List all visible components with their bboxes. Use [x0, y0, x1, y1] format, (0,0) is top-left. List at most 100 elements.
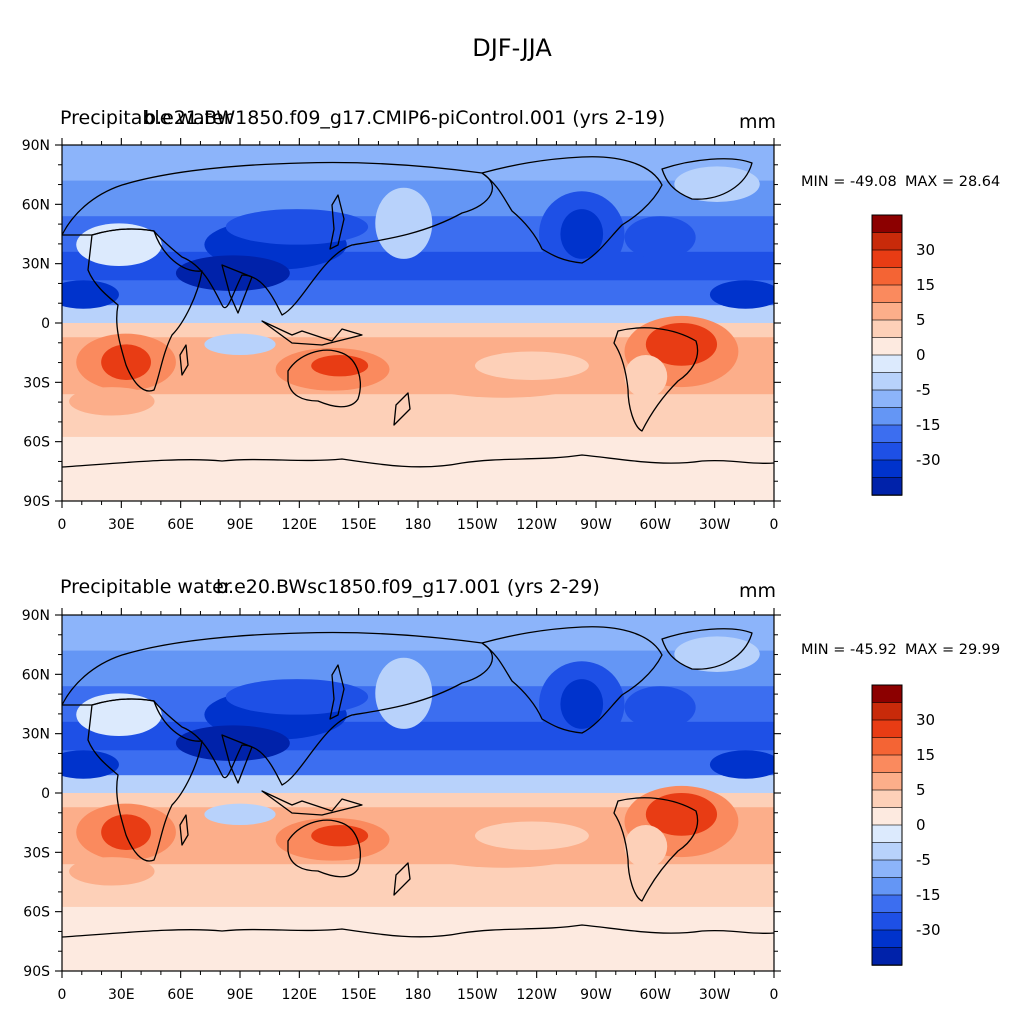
panel-2-units: mm [739, 580, 776, 602]
colorbar-swatch [871, 824, 903, 844]
x-tick-label: 120E [282, 517, 318, 533]
field-patch-6 [560, 209, 604, 259]
coast-madagascar [179, 814, 189, 846]
colorbar-label: -5 [916, 381, 931, 399]
y-tick-label: 90S [23, 494, 50, 510]
colorbar-swatch [871, 947, 903, 966]
panel-2-title-case: b.e20.BWsc1850.f09_g17.001 (yrs 2-29) [216, 576, 600, 598]
panel-1-field [62, 145, 774, 501]
colorbar-label: 15 [916, 276, 935, 294]
colorbar-label: -15 [916, 886, 941, 904]
colorbar-label: 5 [916, 781, 926, 799]
colorbar-swatch [871, 789, 903, 809]
field-patch-19 [474, 821, 589, 850]
coast-japan [329, 664, 345, 720]
colorbar-swatch [871, 302, 903, 321]
x-tick-label: 90W [580, 517, 612, 533]
coast-southamerica [613, 327, 699, 432]
field-band-5 [62, 775, 774, 794]
colorbar-swatch [871, 859, 903, 879]
colorbar-label: -15 [916, 416, 941, 434]
field-patch-17 [645, 323, 718, 366]
field-patch-4 [709, 280, 774, 309]
colorbar-swatch [871, 354, 903, 374]
panel-1-min-label: MIN = -49.08 [801, 174, 897, 190]
field-patch-2 [225, 209, 369, 245]
y-tick-label: 90N [22, 138, 50, 154]
panel-2-map [62, 615, 774, 971]
y-tick-label: 60N [22, 667, 50, 683]
field-patch-6 [560, 679, 604, 729]
field-patch-9 [375, 187, 433, 259]
coast-maritime [261, 320, 363, 346]
panel-1-max-label: MAX = 28.64 [905, 174, 1000, 190]
y-tick-label: 0 [41, 316, 50, 332]
x-tick-label: 60W [639, 987, 671, 1003]
colorbar-swatch [871, 407, 903, 426]
colorbar-frame [871, 214, 903, 496]
field-band-0 [62, 615, 774, 652]
colorbar-swatch [871, 877, 903, 896]
x-tick-label: 60W [639, 517, 671, 533]
coast-madagascar [179, 344, 189, 376]
panel-1-axes: 0 30E 60E 90E 120E 150E 180 150W 120W 90W 60W 30W 09… [22, 138, 781, 533]
field-patch-10 [624, 216, 696, 259]
field-patch-13 [101, 344, 151, 380]
colorbar-label: 15 [916, 746, 935, 764]
colorbar-swatch [871, 424, 903, 444]
x-tick-label: 0 [58, 987, 67, 1003]
x-tick-label: 180 [405, 517, 432, 533]
field-band-5 [62, 305, 774, 324]
coast-newzealand [393, 392, 411, 426]
colorbar-swatch [871, 807, 903, 826]
coast-northamerica [481, 626, 663, 734]
colorbar-label: 5 [916, 311, 926, 329]
field-patch-8 [674, 636, 760, 672]
x-tick-label: 150E [341, 517, 377, 533]
coast-australia [287, 819, 361, 878]
x-tick-label: 150W [457, 987, 498, 1003]
panel-2-axes: 0 30E 60E 90E 120E 150E 180 150W 120W 90W 60W 30W 09… [22, 608, 781, 1003]
panel-1-title-left: Precipitable water [60, 107, 232, 129]
colorbar-swatch [871, 214, 903, 234]
colorbar-swatch [871, 772, 903, 791]
field-patch-10 [624, 686, 696, 729]
colorbar-label: -30 [916, 921, 941, 939]
x-tick-label: 60E [167, 517, 194, 533]
coast-southamerica [613, 797, 699, 902]
x-tick-label: 30W [699, 517, 731, 533]
field-band-0 [62, 145, 774, 182]
y-tick-label: 90S [23, 964, 50, 980]
coast-africa [87, 228, 203, 392]
panel-1-map [62, 145, 774, 501]
coast-eurasia [62, 631, 494, 786]
colorbar-swatch [871, 319, 903, 339]
colorbar-swatch [871, 719, 903, 739]
colorbar-swatch [871, 284, 903, 304]
field-patch-11 [204, 803, 276, 826]
colorbar-swatch [871, 684, 903, 704]
y-tick-label: 60N [22, 197, 50, 213]
field-band-9 [62, 906, 774, 971]
y-tick-label: 30N [22, 257, 50, 273]
panel-1: Precipitable water b.e21.BW1850.f09_g17.… [22, 107, 1001, 533]
field-patch-1 [175, 255, 290, 291]
y-tick-label: 0 [41, 786, 50, 802]
colorbar-swatch [871, 894, 903, 914]
panel-2-max-label: MAX = 29.99 [905, 642, 1000, 658]
coast-australia [287, 349, 361, 408]
field-patch-11 [204, 333, 276, 356]
colorbar-swatch [871, 754, 903, 774]
colorbar-swatch [871, 702, 903, 721]
colorbar-swatch [871, 337, 903, 356]
x-tick-label: 90E [227, 987, 254, 1003]
colorbar-label: 0 [916, 346, 926, 364]
colorbar-swatch [871, 442, 903, 461]
field-patch-21 [624, 825, 668, 868]
y-tick-label: 90N [22, 608, 50, 624]
coast-india [221, 734, 253, 784]
x-tick-label: 90W [580, 987, 612, 1003]
colorbar-swatch [871, 232, 903, 251]
y-tick-label: 60S [23, 905, 50, 921]
